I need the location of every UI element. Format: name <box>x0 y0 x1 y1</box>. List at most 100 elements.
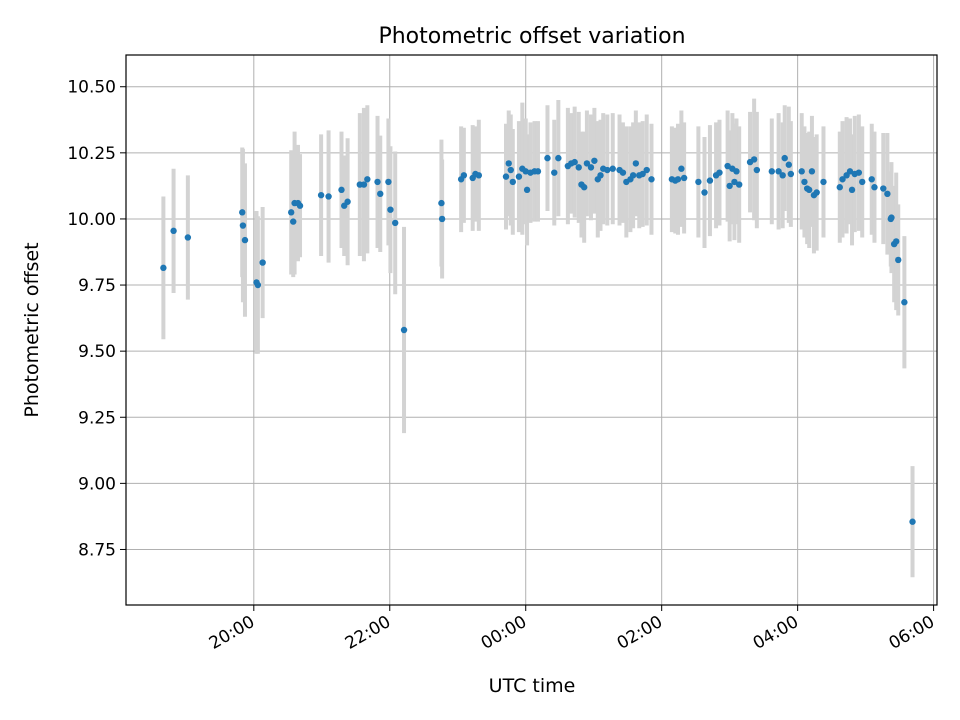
data-point <box>604 166 611 174</box>
data-point <box>859 178 866 186</box>
x-axis-ticks: 20:00 22:00 00:00 02:00 04:00 06:00 <box>206 605 938 654</box>
data-point <box>364 176 371 183</box>
data-point <box>338 186 345 194</box>
data-point <box>648 176 655 183</box>
data-point <box>801 178 808 186</box>
data-point <box>643 166 650 174</box>
data-point <box>505 160 512 167</box>
chart-title: Photometric offset variation <box>378 24 685 49</box>
data-point <box>629 172 637 179</box>
y-axis-label: Photometric offset <box>21 242 43 417</box>
data-point <box>701 189 708 196</box>
y-tick-label: 9.00 <box>78 474 116 494</box>
data-point <box>515 173 523 180</box>
data-point <box>888 214 895 221</box>
data-point <box>680 174 688 182</box>
data-point <box>170 227 177 235</box>
data-point <box>632 160 640 167</box>
data-point <box>868 176 875 183</box>
data-point <box>855 169 863 176</box>
data-point <box>753 166 761 174</box>
data-point <box>344 198 351 205</box>
data-point <box>575 164 582 171</box>
data-point <box>787 170 795 178</box>
data-point <box>400 326 408 334</box>
x-tick-label: 02:00 <box>614 612 666 654</box>
data-point <box>901 299 908 306</box>
data-point <box>523 186 531 194</box>
data-point <box>706 177 714 184</box>
data-point <box>241 236 249 244</box>
data-point <box>387 206 394 213</box>
data-point <box>808 168 816 175</box>
data-point <box>609 165 616 172</box>
data-point <box>591 157 598 164</box>
data-point <box>805 186 813 194</box>
y-tick-label: 10.25 <box>67 144 116 164</box>
data-point <box>544 154 551 162</box>
data-point <box>580 184 588 191</box>
data-point <box>475 172 483 179</box>
data-point <box>509 178 517 186</box>
data-point <box>385 178 392 186</box>
data-point <box>695 178 702 186</box>
data-point <box>287 209 295 216</box>
y-tick-label: 9.50 <box>78 342 116 362</box>
data-point <box>325 193 332 200</box>
data-point <box>317 191 325 199</box>
data-point <box>848 186 856 194</box>
data-point <box>768 168 776 175</box>
data-point <box>846 168 854 175</box>
data-points <box>160 154 916 525</box>
data-point <box>750 156 758 163</box>
data-point <box>360 181 368 188</box>
x-tick-label: 06:00 <box>886 612 938 654</box>
data-point <box>239 222 247 229</box>
data-point <box>884 190 891 198</box>
data-point <box>813 189 820 196</box>
x-tick-label: 04:00 <box>750 612 802 654</box>
data-point <box>296 202 304 209</box>
data-point <box>438 215 446 223</box>
data-point <box>551 169 558 176</box>
x-tick-label: 22:00 <box>342 612 394 654</box>
data-point <box>893 238 900 245</box>
data-point <box>880 185 887 192</box>
data-point <box>438 199 445 207</box>
data-point <box>674 176 682 183</box>
data-point <box>839 176 846 183</box>
y-tick-label: 9.75 <box>78 276 116 296</box>
data-point <box>779 172 786 179</box>
data-point <box>735 181 743 188</box>
data-point <box>583 160 591 167</box>
plot-area-frame <box>125 54 938 606</box>
data-point <box>374 178 381 186</box>
y-tick-label: 8.75 <box>78 540 116 560</box>
data-point <box>731 178 738 186</box>
data-point <box>724 162 731 170</box>
data-point <box>781 154 788 162</box>
data-point <box>619 169 627 176</box>
data-point <box>639 170 646 178</box>
data-point <box>895 256 902 264</box>
x-axis-label: UTC time <box>489 675 576 697</box>
y-tick-label: 10.50 <box>67 78 116 98</box>
data-point <box>239 209 246 216</box>
data-point <box>555 154 562 162</box>
data-point <box>733 168 740 175</box>
data-point <box>871 184 878 191</box>
data-point <box>909 518 916 525</box>
y-tick-label: 10.00 <box>67 210 116 230</box>
data-point <box>254 281 262 289</box>
data-point <box>836 184 843 191</box>
y-axis-ticks: 8.75 9.00 9.25 9.50 9.75 10.00 10.25 10.50 <box>67 78 126 560</box>
data-point <box>502 173 510 180</box>
x-tick-label: 20:00 <box>206 612 258 654</box>
data-point <box>820 178 827 186</box>
data-point <box>184 234 192 241</box>
y-tick-label: 9.25 <box>78 408 116 428</box>
x-tick-label: 00:00 <box>478 612 530 654</box>
data-point <box>571 158 578 166</box>
data-point <box>798 168 805 175</box>
data-point <box>160 264 167 272</box>
